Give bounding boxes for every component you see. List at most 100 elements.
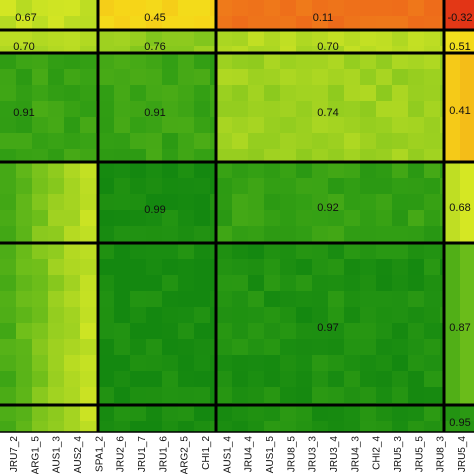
heatmap-cell: [360, 243, 377, 260]
heatmap-cell: [360, 53, 377, 70]
heatmap-cell: [440, 405, 445, 422]
heatmap-cell: [296, 226, 313, 243]
heatmap-cell: [216, 291, 233, 308]
heatmap-cell: [64, 85, 81, 102]
heatmap-cell: [328, 53, 345, 70]
heatmap-cell: [392, 275, 409, 292]
heatmap-cell: [194, 46, 211, 54]
heatmap-cell: [392, 30, 409, 47]
heatmap-cell: [328, 117, 345, 134]
heatmap-cell: [194, 275, 211, 292]
heatmap-cell: [178, 307, 195, 324]
heatmap-cell: [32, 178, 49, 195]
heatmap-cell: [280, 85, 297, 102]
heatmap-cell: [16, 339, 33, 356]
grid-layer: [0, 0, 474, 433]
heatmap-cell: [296, 0, 313, 17]
heatmap-cell: [360, 210, 377, 227]
heatmap-cell: [64, 178, 81, 195]
heatmap-cell: [280, 307, 297, 324]
heatmap-cell: [210, 339, 217, 356]
heatmap-cell: [216, 133, 233, 150]
heatmap-cell: [424, 178, 441, 195]
heatmap-cell: [344, 101, 361, 118]
heatmap-cell: [360, 226, 377, 243]
heatmap-cell: [210, 101, 217, 118]
heatmap-cell: [80, 405, 97, 422]
heatmap-cell: [130, 85, 147, 102]
heatmap-cell: [312, 101, 329, 118]
heatmap-cell: [440, 210, 445, 227]
heatmap-cell: [194, 133, 211, 150]
heatmap-cell: [312, 117, 329, 134]
heatmap-cell: [392, 194, 409, 211]
heatmap-cell: [344, 307, 361, 324]
heatmap-cell: [424, 291, 441, 308]
heatmap-cell: [64, 46, 81, 54]
heatmap-cell: [344, 194, 361, 211]
heatmap-cell: [210, 117, 217, 134]
heatmap-cell: [114, 387, 131, 404]
heatmap-cell: [80, 149, 97, 163]
heatmap-cell: [48, 339, 65, 356]
heatmap-cell: [16, 53, 33, 70]
heatmap-cell: [408, 0, 425, 17]
heatmap-cell: [264, 275, 281, 292]
heatmap-cell: [32, 194, 49, 211]
x-tick-label: JRU5_3: [393, 436, 404, 473]
x-tick-label: JRU3_4: [329, 436, 340, 473]
heatmap-cell: [312, 53, 329, 70]
heatmap-cell: [408, 243, 425, 260]
heatmap-cell: [162, 0, 179, 17]
heatmap-cell: [194, 259, 211, 276]
heatmap-cell: [48, 226, 65, 243]
heatmap-cell: [80, 243, 97, 260]
x-tick-label: ARG2_5: [180, 436, 191, 474]
heatmap-cell: [264, 421, 281, 433]
heatmap-cell: [146, 46, 163, 54]
heatmap-cell: [80, 46, 97, 54]
heatmap-cell: [0, 275, 17, 292]
heatmap-cell: [0, 16, 17, 31]
heatmap-cell: [460, 339, 474, 356]
heatmap-cell: [460, 69, 474, 86]
heatmap-cell: [344, 0, 361, 17]
heatmap-cell: [296, 133, 313, 150]
heatmap-cell: [162, 117, 179, 134]
heatmap-cell: [280, 69, 297, 86]
heatmap-cell: [248, 387, 265, 404]
heatmap-cell: [210, 16, 217, 31]
heatmap-cell: [264, 371, 281, 388]
heatmap-cell: [440, 259, 445, 276]
heatmap-cell: [312, 69, 329, 86]
heatmap-cell: [80, 210, 97, 227]
heatmap-cell: [48, 178, 65, 195]
heatmap-cell: [178, 421, 195, 433]
heatmap-cell: [424, 149, 441, 163]
heatmap-cell: [280, 339, 297, 356]
heatmap-cell: [344, 133, 361, 150]
heatmap-cell: [178, 162, 195, 179]
heatmap-cell: [146, 178, 163, 195]
heatmap-cell: [344, 210, 361, 227]
heatmap-cell: [248, 275, 265, 292]
heatmap-cell: [216, 194, 233, 211]
heatmap-cell: [460, 101, 474, 118]
heatmap-cell: [376, 101, 393, 118]
heatmap-cell: [440, 371, 445, 388]
heatmap-cell: [48, 307, 65, 324]
heatmap-cell: [328, 149, 345, 163]
heatmap-cell: [444, 162, 461, 179]
x-tick-label: JRU4_3: [350, 436, 361, 473]
heatmap-cell: [312, 133, 329, 150]
heatmap-cell: [296, 387, 313, 404]
heatmap-cell: [178, 149, 195, 163]
heatmap-cell: [344, 53, 361, 70]
heatmap-cell: [248, 307, 265, 324]
heatmap-cell: [440, 162, 445, 179]
heatmap-cell: [360, 291, 377, 308]
heatmap-cell: [280, 421, 297, 433]
heatmap-cell: [80, 101, 97, 118]
heatmap-cell: [264, 355, 281, 372]
heatmap-cell: [114, 133, 131, 150]
